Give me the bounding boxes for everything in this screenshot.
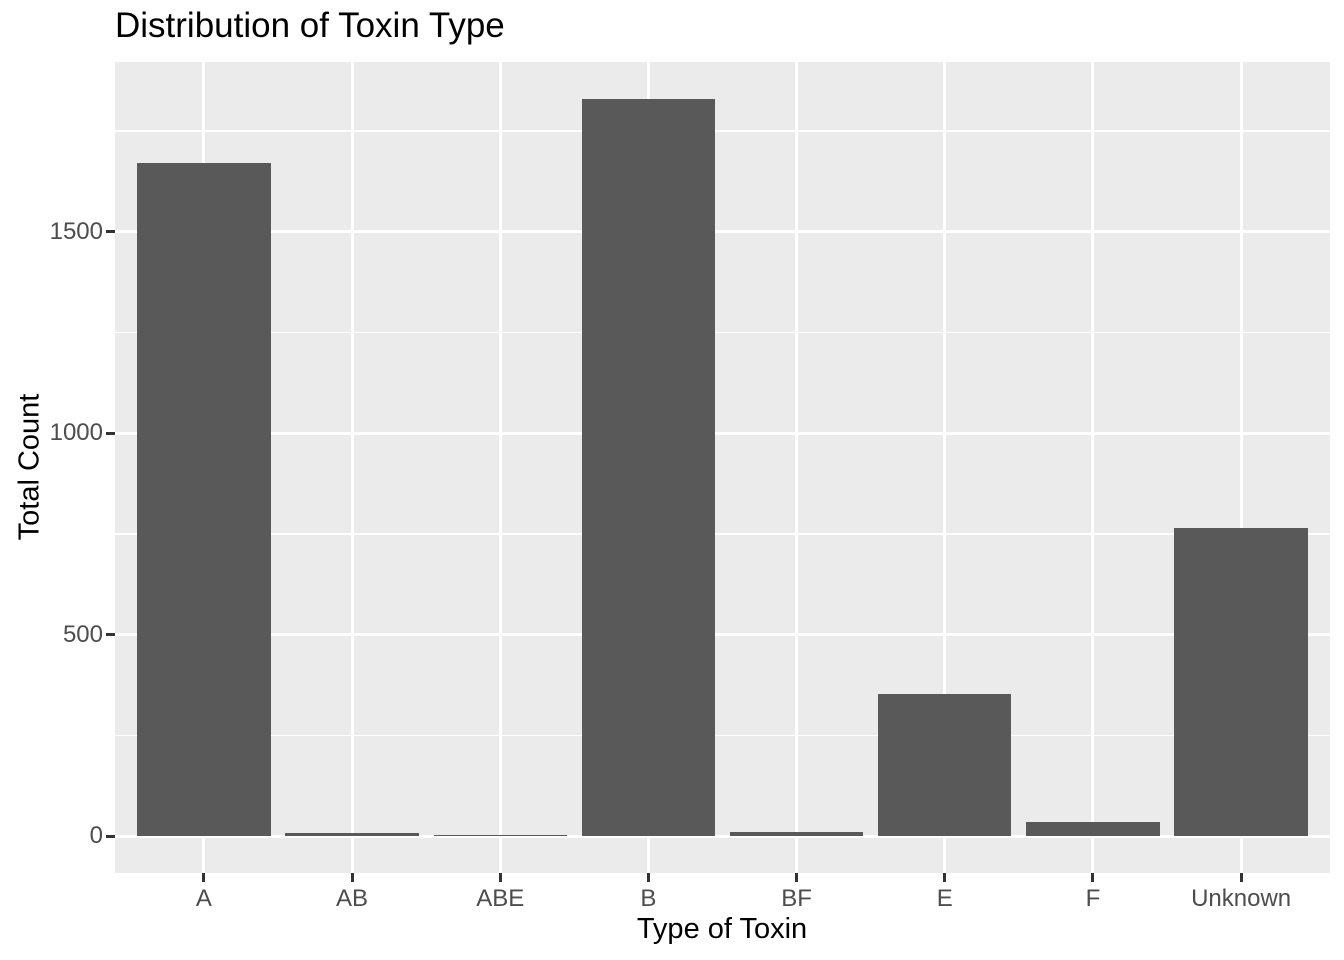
bar-BF (729, 832, 864, 837)
x-tick-mark (1239, 873, 1243, 882)
gridline-major-y (115, 431, 1330, 435)
plot-panel (115, 62, 1330, 873)
gridline-minor-y (115, 331, 1330, 334)
x-tick-label-F: F (1085, 885, 1101, 912)
y-tick-mark (106, 230, 115, 234)
bar-E (878, 693, 1012, 837)
x-tick-label-BF: BF (781, 885, 812, 912)
x-tick-label-E: E (936, 885, 953, 912)
x-tick-label-B: B (640, 885, 657, 912)
gridline-major-y (115, 230, 1330, 234)
x-tick-label-ABE: ABE (476, 885, 525, 912)
gridline-major-x (1091, 62, 1095, 873)
x-tick-mark (1091, 873, 1095, 882)
x-tick-label-Unknown: Unknown (1191, 885, 1292, 912)
bar-ABE (433, 834, 567, 837)
gridline-major-x (943, 62, 947, 873)
y-tick-mark (106, 633, 115, 637)
x-tick-mark (498, 873, 502, 882)
gridline-minor-y (115, 734, 1330, 737)
gridline-minor-y (115, 130, 1330, 132)
y-tick-label: 1500 (49, 217, 103, 245)
gridline-major-x (350, 62, 354, 873)
y-tick-label: 500 (62, 620, 103, 648)
x-tick-mark (795, 873, 799, 882)
bar-B (581, 98, 716, 837)
gridline-major-y (115, 633, 1330, 637)
x-tick-label-A: A (195, 885, 212, 912)
y-axis-title: Total Count (13, 393, 46, 541)
x-tick-mark (646, 873, 650, 882)
y-tick-label: 1000 (49, 419, 103, 447)
gridline-major-x (795, 62, 799, 873)
x-tick-mark (350, 873, 354, 882)
bar-AB (285, 832, 419, 837)
x-tick-mark (943, 873, 947, 882)
chart-title: Distribution of Toxin Type (115, 6, 505, 45)
y-tick-label: 0 (89, 822, 103, 850)
bar-A (137, 163, 271, 837)
x-tick-mark (202, 873, 206, 882)
bar-Unknown (1174, 527, 1308, 837)
gridline-major-y (115, 834, 1330, 838)
y-tick-mark (106, 431, 115, 435)
x-tick-label-AB: AB (336, 885, 369, 912)
gridline-major-x (498, 62, 502, 873)
y-tick-mark (106, 834, 115, 838)
x-axis-title: Type of Toxin (636, 913, 808, 945)
bar-F (1026, 821, 1160, 837)
gridline-major-x (1239, 62, 1243, 873)
gridline-minor-y (115, 533, 1330, 535)
